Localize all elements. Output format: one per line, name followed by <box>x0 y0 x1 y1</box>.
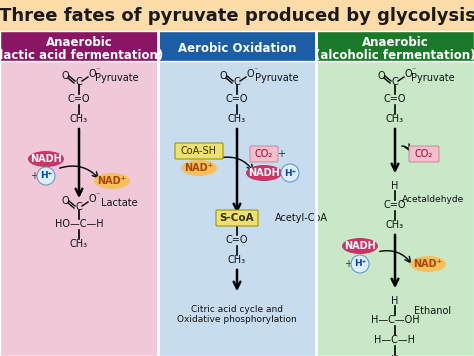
Text: H⁺: H⁺ <box>40 172 52 180</box>
Text: Pyruvate: Pyruvate <box>255 73 299 83</box>
Bar <box>0 31 158 61</box>
Text: CH₃: CH₃ <box>386 114 404 124</box>
Text: NADH: NADH <box>30 154 62 164</box>
Text: O: O <box>404 69 412 79</box>
Text: C: C <box>76 77 82 87</box>
Text: CH₃: CH₃ <box>228 114 246 124</box>
Text: H: H <box>392 181 399 191</box>
Text: +: + <box>275 168 283 178</box>
Text: O: O <box>219 71 227 81</box>
Text: C=O: C=O <box>68 94 90 104</box>
Text: O: O <box>88 69 96 79</box>
Bar <box>316 31 474 61</box>
Text: H: H <box>392 355 399 356</box>
Bar <box>158 61 316 356</box>
FancyBboxPatch shape <box>216 210 258 226</box>
Text: ⁻: ⁻ <box>254 66 258 74</box>
Text: CoA-SH: CoA-SH <box>181 146 217 156</box>
Ellipse shape <box>181 160 217 176</box>
Ellipse shape <box>410 256 446 272</box>
Text: C=O: C=O <box>226 235 248 245</box>
Text: NADH: NADH <box>248 168 280 178</box>
Text: Lactate: Lactate <box>100 198 137 208</box>
Text: H: H <box>392 296 399 306</box>
Text: CH₃: CH₃ <box>70 239 88 249</box>
Text: NAD⁺: NAD⁺ <box>98 176 127 186</box>
Bar <box>0 0 474 31</box>
Text: CH₃: CH₃ <box>70 114 88 124</box>
FancyBboxPatch shape <box>409 146 439 162</box>
Ellipse shape <box>246 165 282 181</box>
Text: C: C <box>76 202 82 212</box>
FancyBboxPatch shape <box>175 143 223 159</box>
Text: Pyruvate: Pyruvate <box>95 73 139 83</box>
Text: Aerobic Oxidation: Aerobic Oxidation <box>178 42 296 56</box>
Text: O: O <box>377 71 385 81</box>
Text: O: O <box>246 69 254 79</box>
Text: (alcoholic fermentation): (alcoholic fermentation) <box>315 48 474 62</box>
Text: Anaerobic: Anaerobic <box>362 37 428 49</box>
Text: CO₂: CO₂ <box>415 149 433 159</box>
Bar <box>0 61 158 356</box>
Text: O: O <box>88 194 96 204</box>
Text: C=O: C=O <box>226 94 248 104</box>
Text: CO₂: CO₂ <box>255 149 273 159</box>
Text: H—C—OH: H—C—OH <box>371 315 419 325</box>
Text: Pyruvate: Pyruvate <box>411 73 455 83</box>
Text: Acetaldehyde: Acetaldehyde <box>402 194 464 204</box>
Text: C: C <box>234 77 240 87</box>
Text: ⁻: ⁻ <box>412 66 416 74</box>
Text: CH₃: CH₃ <box>228 255 246 265</box>
Ellipse shape <box>351 255 369 273</box>
Text: Acetyl-CoA: Acetyl-CoA <box>275 213 328 223</box>
Text: (lactic acid fermentation): (lactic acid fermentation) <box>0 48 164 62</box>
Ellipse shape <box>342 238 378 254</box>
FancyBboxPatch shape <box>250 146 278 162</box>
Text: NAD⁺: NAD⁺ <box>184 163 213 173</box>
Text: Citric acid cycle and: Citric acid cycle and <box>191 304 283 314</box>
Text: +: + <box>344 259 352 269</box>
Text: C: C <box>392 77 398 87</box>
Text: CH₃: CH₃ <box>386 220 404 230</box>
Text: Oxidative phosphorylation: Oxidative phosphorylation <box>177 315 297 325</box>
Text: C=O: C=O <box>384 94 406 104</box>
Text: Three fates of pyruvate produced by glycolysis: Three fates of pyruvate produced by glyc… <box>0 7 474 25</box>
Text: NADH: NADH <box>344 241 376 251</box>
Text: Ethanol: Ethanol <box>414 306 452 316</box>
Text: ⁻: ⁻ <box>96 66 100 74</box>
Text: H⁺: H⁺ <box>354 260 366 268</box>
Ellipse shape <box>94 173 130 189</box>
Bar <box>316 61 474 356</box>
Text: H—C—H: H—C—H <box>374 335 416 345</box>
Ellipse shape <box>281 164 299 182</box>
Text: O: O <box>61 71 69 81</box>
Text: H⁺: H⁺ <box>284 168 296 178</box>
Ellipse shape <box>28 151 64 167</box>
Text: +: + <box>277 149 285 159</box>
Text: +: + <box>181 163 189 173</box>
Text: C=O: C=O <box>384 200 406 210</box>
Text: Anaerobic: Anaerobic <box>46 37 112 49</box>
Text: S-CoA: S-CoA <box>219 213 255 223</box>
Bar <box>158 31 316 61</box>
Text: HO—C—H: HO—C—H <box>55 219 103 229</box>
Text: NAD⁺: NAD⁺ <box>413 259 442 269</box>
Text: +: + <box>30 171 38 181</box>
Text: O: O <box>61 196 69 206</box>
Text: ⁻: ⁻ <box>96 190 100 199</box>
Ellipse shape <box>37 167 55 185</box>
